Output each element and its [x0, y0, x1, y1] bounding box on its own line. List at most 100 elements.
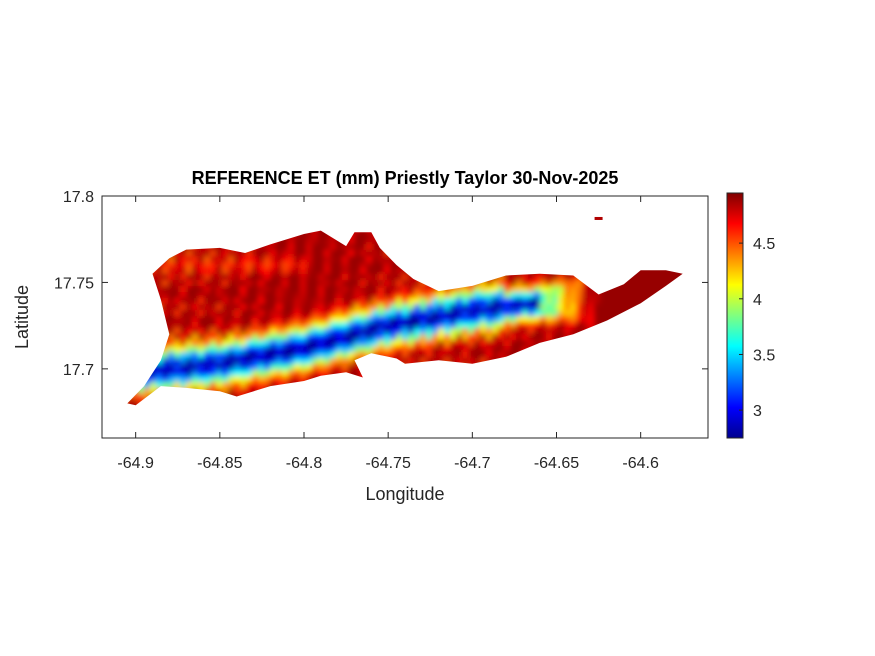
- heatmap-cell: [192, 382, 199, 389]
- heatmap-cell: [198, 358, 205, 365]
- heatmap-cell: [264, 328, 271, 335]
- heatmap-cell: [288, 304, 295, 311]
- heatmap-cell: [300, 250, 307, 257]
- heatmap-cell: [600, 310, 607, 317]
- heatmap-cell: [180, 280, 187, 287]
- heatmap-cell: [564, 304, 571, 311]
- heatmap-cell: [228, 388, 235, 395]
- heatmap-cell: [360, 262, 367, 269]
- heatmap-cell: [222, 250, 229, 257]
- heatmap-cell: [342, 346, 349, 353]
- heatmap-cell: [318, 238, 325, 245]
- heatmap-cell: [300, 292, 307, 299]
- heatmap-cell: [438, 292, 445, 299]
- heatmap-cell: [294, 370, 301, 377]
- heatmap-cell: [468, 334, 475, 341]
- heatmap-cell: [162, 352, 169, 359]
- heatmap-cell: [306, 346, 313, 353]
- heatmap-cell: [456, 322, 463, 329]
- heatmap-cell: [354, 280, 361, 287]
- heatmap-cell: [204, 370, 211, 377]
- heatmap-cell: [552, 328, 559, 335]
- heatmap-cell: [210, 376, 217, 383]
- heatmap-cell: [450, 334, 457, 341]
- heatmap-cell: [408, 286, 415, 293]
- heatmap-cell: [432, 304, 439, 311]
- heatmap-cell: [342, 322, 349, 329]
- heatmap-cell: [420, 286, 427, 293]
- heatmap-cell: [252, 310, 259, 317]
- heatmap-cell: [246, 388, 253, 395]
- heatmap-cell: [270, 382, 277, 389]
- heatmap-cell: [504, 274, 511, 281]
- heatmap-cell: [162, 286, 169, 293]
- heatmap-cell: [186, 340, 193, 347]
- heatmap-cell: [558, 328, 565, 335]
- heatmap-cell: [150, 370, 157, 377]
- heatmap-cell: [642, 274, 649, 281]
- heatmap-cell: [444, 316, 451, 323]
- heatmap-cell: [342, 310, 349, 317]
- heatmap-cell: [372, 304, 379, 311]
- heatmap-cell: [288, 322, 295, 329]
- heatmap-cell: [318, 352, 325, 359]
- heatmap-cell: [204, 310, 211, 317]
- heatmap-cell: [468, 304, 475, 311]
- heatmap-cell: [282, 262, 289, 269]
- heatmap-cell: [210, 304, 217, 311]
- heatmap-cell: [300, 232, 307, 239]
- heatmap-cell: [192, 304, 199, 311]
- heatmap-cell: [330, 286, 337, 293]
- heatmap-cell: [474, 322, 481, 329]
- heatmap-cell: [228, 250, 235, 257]
- heatmap-cell: [228, 346, 235, 353]
- heatmap-cell: [246, 268, 253, 275]
- heatmap-cell: [546, 328, 553, 335]
- heatmap-cell: [552, 316, 559, 323]
- heatmap-cell: [288, 340, 295, 347]
- heatmap-cell: [228, 364, 235, 371]
- heatmap-cell: [534, 340, 541, 347]
- heatmap-cell: [258, 358, 265, 365]
- heatmap-cell: [402, 328, 409, 335]
- heatmap-cell: [318, 256, 325, 263]
- heatmap-cell: [336, 286, 343, 293]
- heatmap-cell: [462, 352, 469, 359]
- heatmap-cell: [192, 352, 199, 359]
- heatmap-cell: [384, 346, 391, 353]
- heatmap-cell: [636, 280, 643, 287]
- heatmap-cell: [312, 280, 319, 287]
- heatmap-cell: [258, 268, 265, 275]
- heatmap-cell: [450, 352, 457, 359]
- heatmap-cell: [396, 268, 403, 275]
- heatmap-cell: [540, 328, 547, 335]
- heatmap-cell: [186, 292, 193, 299]
- heatmap-cell: [240, 274, 247, 281]
- heatmap-cell: [240, 364, 247, 371]
- heatmap-cell: [252, 268, 259, 275]
- heatmap-cell: [510, 340, 517, 347]
- heatmap-cell: [384, 262, 391, 269]
- heatmap-cell: [372, 292, 379, 299]
- heatmap-cell: [492, 304, 499, 311]
- heatmap-cell: [504, 310, 511, 317]
- heatmap-cell: [222, 298, 229, 305]
- heatmap-cell: [342, 298, 349, 305]
- heatmap-cell: [624, 298, 631, 305]
- heatmap-cell: [234, 358, 241, 365]
- heatmap-cell: [270, 274, 277, 281]
- heatmap-cell: [276, 376, 283, 383]
- heatmap-cell: [588, 322, 595, 329]
- heatmap-cell: [372, 340, 379, 347]
- heatmap-cell: [318, 304, 325, 311]
- heatmap-cell: [246, 292, 253, 299]
- heatmap-cell: [216, 334, 223, 341]
- heatmap-cell: [378, 322, 385, 329]
- heatmap-cell: [516, 304, 523, 311]
- heatmap-cell: [324, 256, 331, 263]
- heatmap-cell: [354, 352, 361, 359]
- heatmap-cell: [300, 328, 307, 335]
- heatmap-cell: [384, 352, 391, 359]
- heatmap-cell: [294, 274, 301, 281]
- heatmap-cell: [420, 322, 427, 329]
